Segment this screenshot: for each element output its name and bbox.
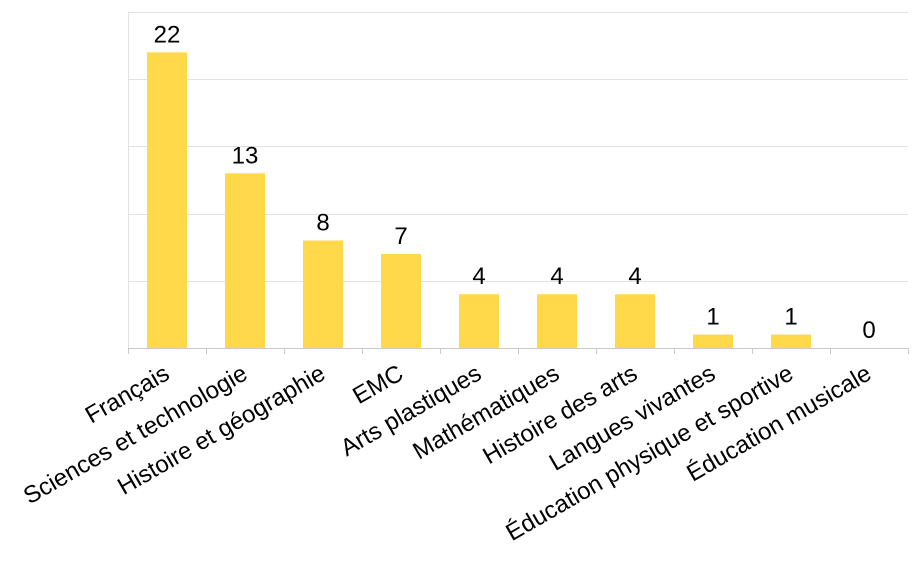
data-labels: 22 13 8 7 4 4 4 1 1 0	[154, 21, 876, 344]
bars	[147, 52, 811, 348]
bar-9	[771, 334, 811, 348]
data-label: 8	[316, 209, 329, 236]
bar-3	[303, 240, 343, 348]
bar-1	[147, 52, 187, 348]
bar-4	[381, 253, 421, 348]
data-label: 4	[628, 263, 641, 290]
data-label: 4	[550, 263, 563, 290]
bar-2	[225, 173, 265, 348]
data-label: 7	[394, 223, 407, 250]
data-label: 1	[784, 304, 797, 331]
bar-5	[459, 294, 499, 348]
data-label: 4	[472, 263, 485, 290]
data-label: 13	[232, 142, 259, 169]
bar-7	[615, 294, 655, 348]
data-label: 22	[154, 21, 181, 48]
data-label: 1	[706, 304, 719, 331]
data-label: 0	[862, 317, 875, 344]
bar-6	[537, 294, 577, 348]
bar-8	[693, 334, 733, 348]
x-axis	[128, 12, 909, 354]
